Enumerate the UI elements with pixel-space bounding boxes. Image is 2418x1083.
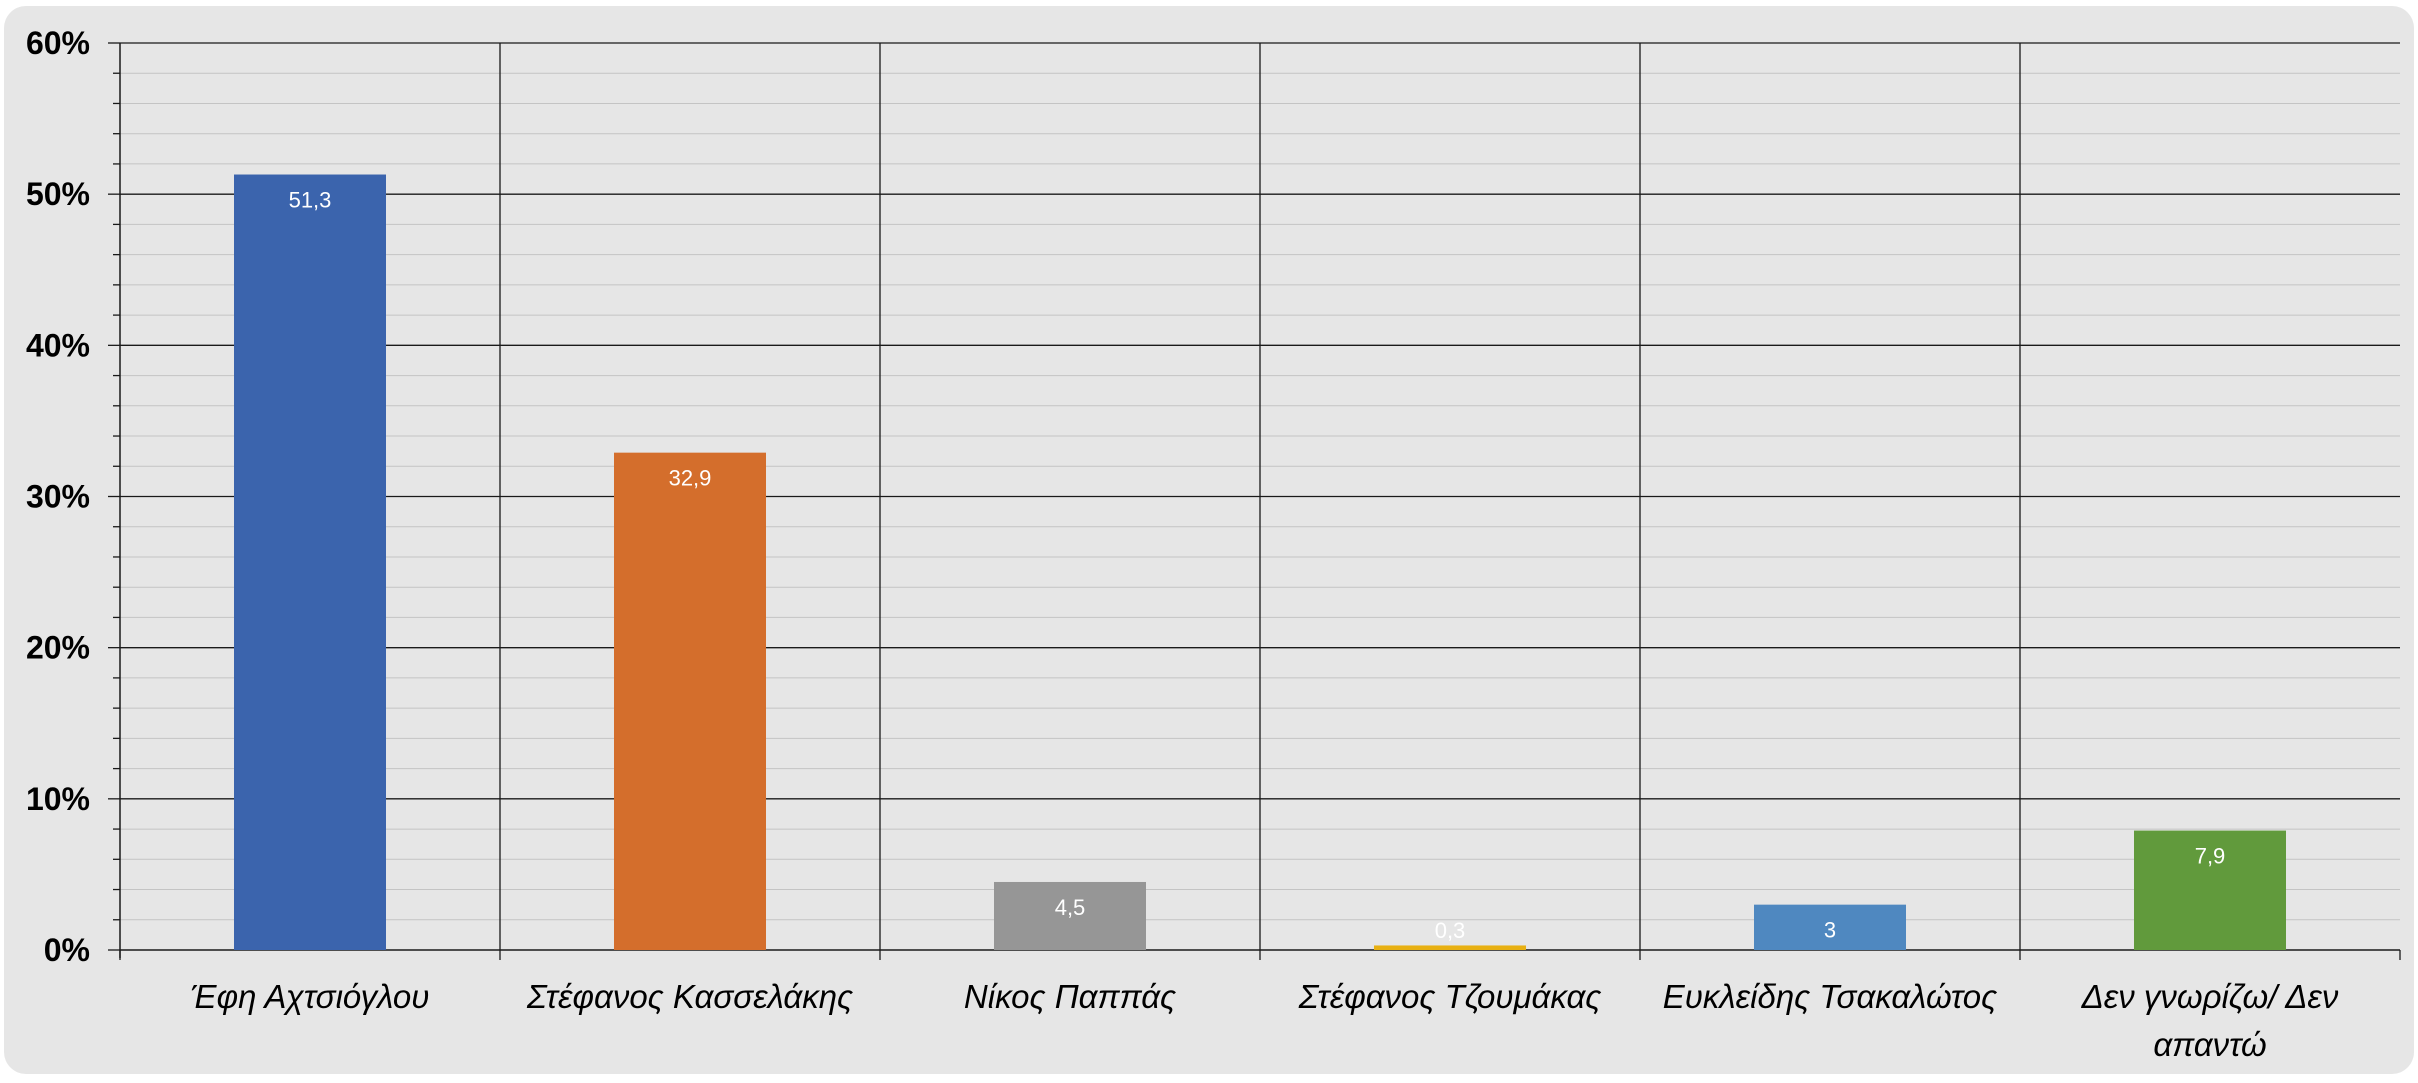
axes [108,42,2401,960]
chart-background [4,6,2414,1074]
y-tick-label: 40% [26,327,90,363]
data-labels: 51,3 32,9 4,5 0,3 3 7,9 [289,188,2226,943]
y-tick-label: 0% [44,932,90,968]
data-label: 7,9 [2195,844,2226,869]
data-label: 0,3 [1435,918,1466,943]
x-category-labels: Έφη Αχτσιόγλου Στέφανος Κασσελάκης Νίκος Π… [191,978,2339,1063]
x-category-label: Ευκλείδης Τσακαλώτος [1663,978,1997,1015]
y-tick-label: 10% [26,781,90,817]
y-tick-labels: 0% 10% 20% 30% 40% 50% 60% [26,25,90,968]
bar [234,174,386,950]
y-tick-label: 20% [26,630,90,666]
bar [1374,945,1526,950]
x-category-label: Δεν γνωρίζω/ Δεν [2081,978,2339,1015]
data-label: 4,5 [1055,895,1086,920]
y-tick-label: 60% [26,25,90,61]
data-label: 51,3 [289,188,332,213]
bars [234,174,2286,950]
data-label: 3 [1824,918,1836,943]
y-tick-label: 30% [26,479,90,515]
gridlines [120,42,2400,950]
x-category-label: Έφη Αχτσιόγλου [191,978,430,1015]
x-category-label: Στέφανος Κασσελάκης [526,978,853,1015]
x-category-label: Στέφανος Τζουμάκας [1298,978,1602,1015]
bar [994,881,1146,950]
bar [1754,904,1906,950]
data-label: 32,9 [669,466,712,491]
bar [2134,830,2286,950]
x-category-label: Νίκος Παππάς [964,978,1176,1015]
bar [614,452,766,950]
x-category-label: απαντώ [2153,1026,2266,1063]
y-tick-label: 50% [26,176,90,212]
